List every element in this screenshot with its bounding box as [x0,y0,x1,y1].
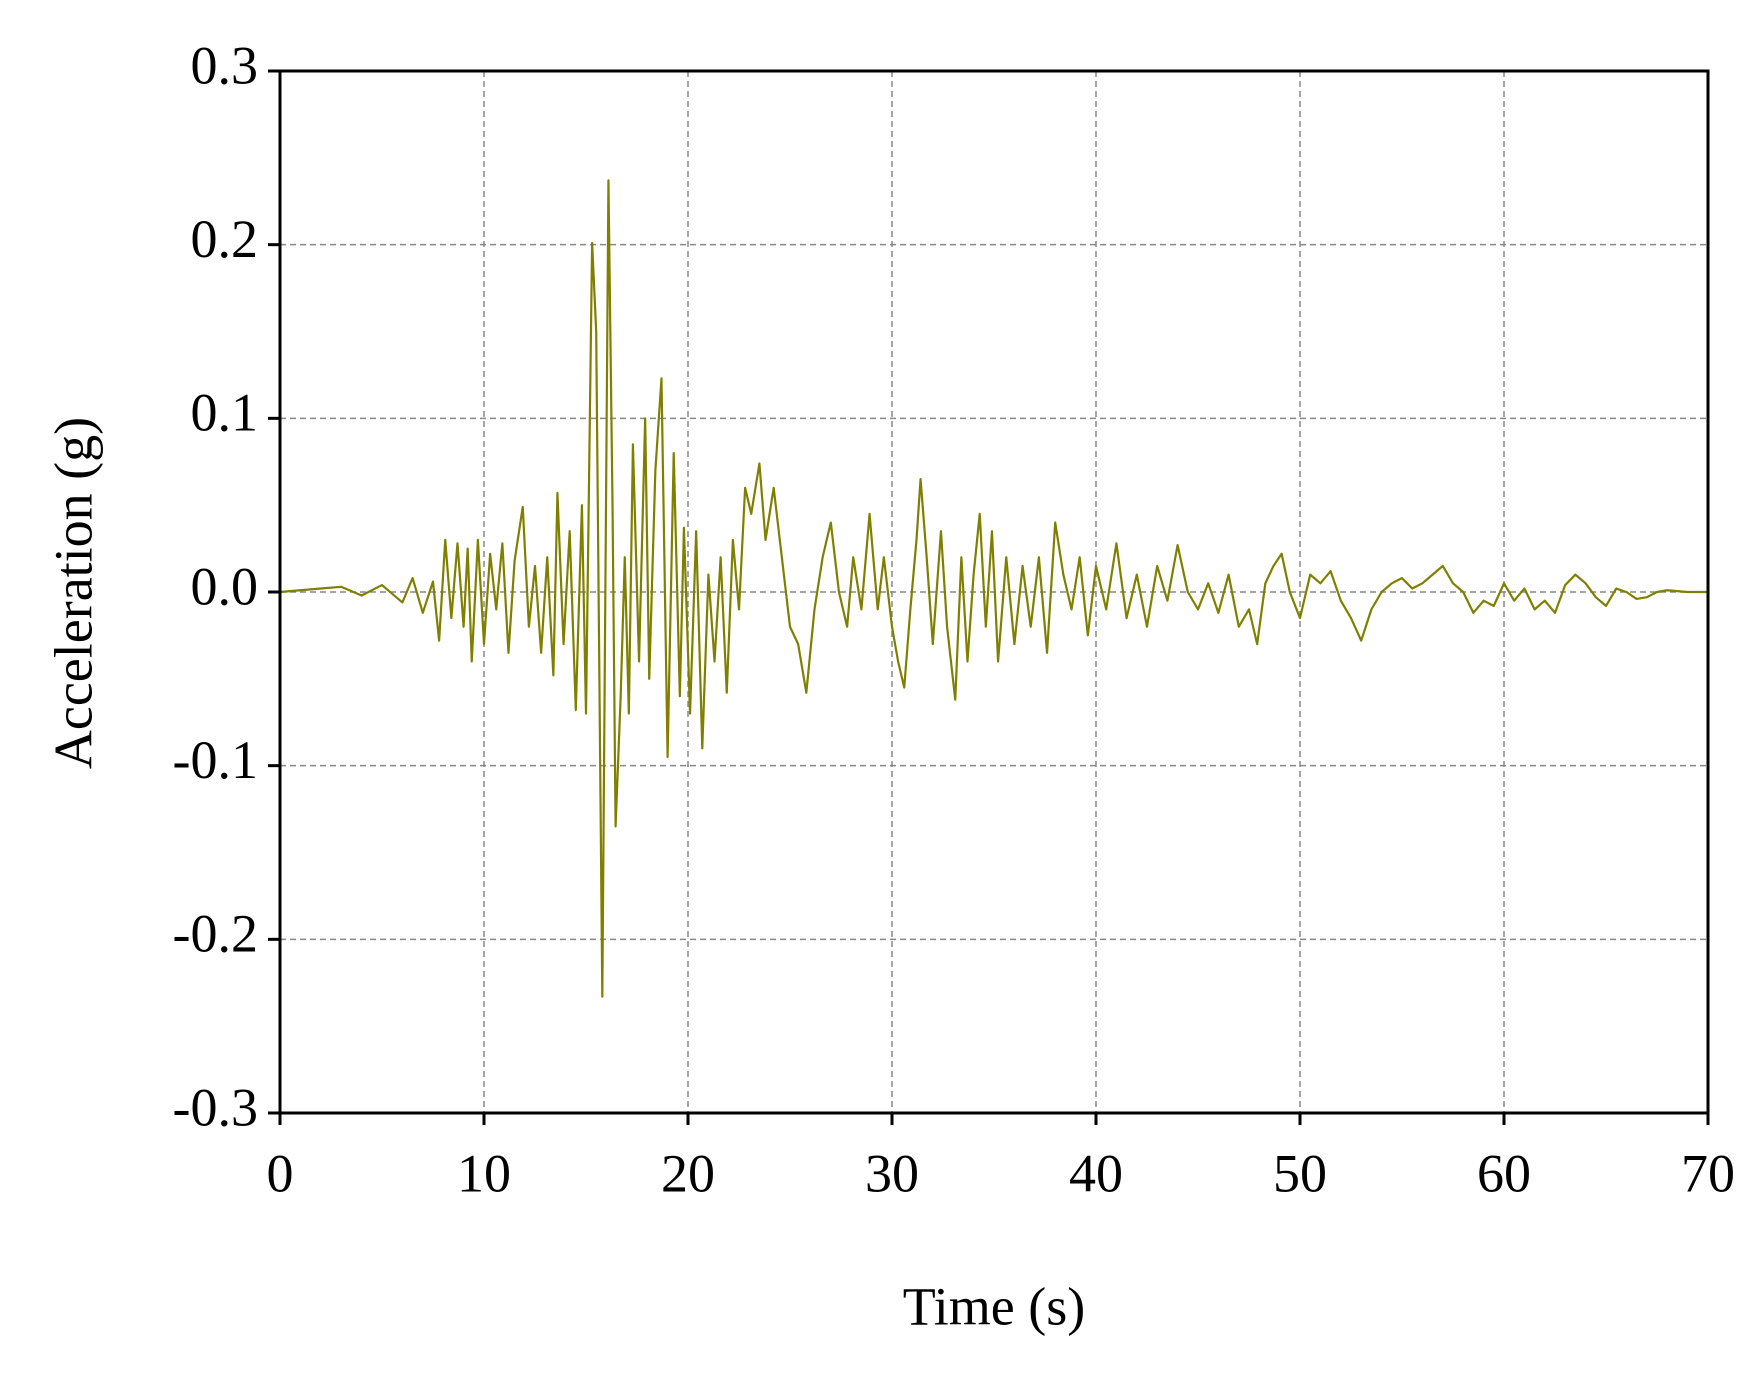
x-tick-label: 60 [1477,1143,1531,1203]
x-tick-label: 50 [1273,1143,1327,1203]
y-axis-title: Acceleration (g) [43,417,103,769]
y-tick-label: 0.2 [191,209,259,269]
x-tick-label: 30 [865,1143,919,1203]
x-tick-label: 40 [1069,1143,1123,1203]
y-tick-label: 0.1 [191,383,259,443]
y-tick-label: -0.2 [173,904,258,964]
data-line [279,179,1708,998]
x-tick-label: 10 [457,1143,511,1203]
y-tick-label: -0.3 [173,1077,258,1137]
plot-frame [278,69,1710,1115]
y-tick-label: 0.3 [191,35,259,95]
y-tick-label: -0.1 [173,730,258,790]
x-axis-title: Time (s) [903,1276,1086,1336]
x-tick-label: 70 [1681,1143,1735,1203]
x-tick-label: 0 [267,1143,294,1203]
x-tick-label: 20 [661,1143,715,1203]
y-tick-label: 0.0 [191,556,259,616]
